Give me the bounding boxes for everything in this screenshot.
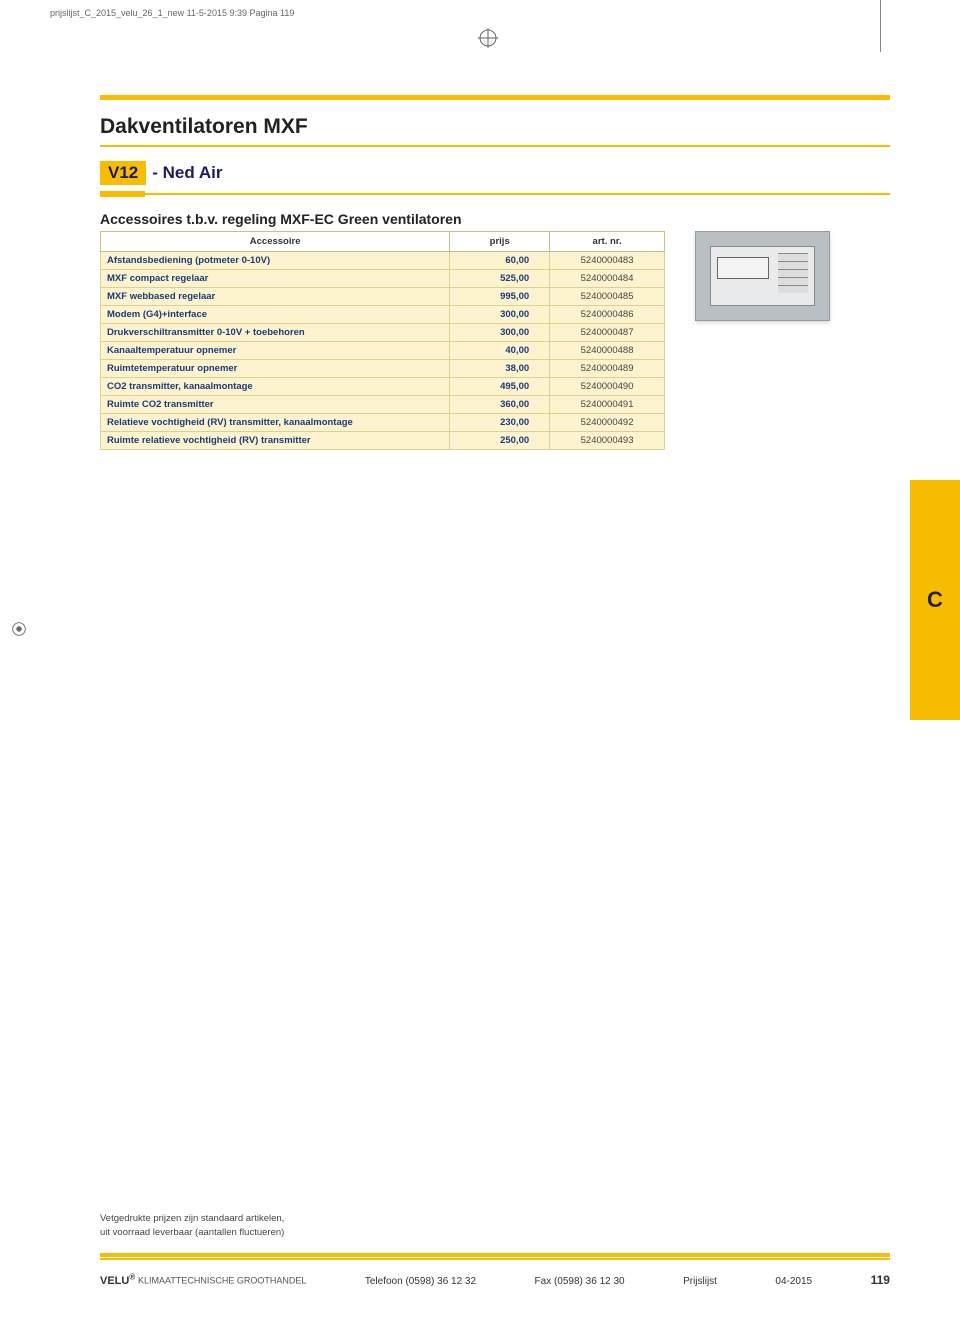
accessory-table: Accessoire prijs art. nr. Afstandsbedien… [100,231,665,450]
cell-artnr: 5240000487 [550,324,665,342]
footer-doc-date: 04-2015 [775,1276,812,1287]
footer-fax: Fax (0598) 36 12 30 [535,1276,625,1287]
table-row: MXF compact regelaar525,005240000484 [101,270,665,288]
cell-name: MXF webbased regelaar [101,288,450,306]
product-screen-icon [710,246,815,306]
header-bar [100,95,890,100]
crop-mark-icon [478,28,498,48]
print-metadata: prijslijst_C_2015_velu_26_1_new 11-5-201… [50,8,294,18]
cell-name: Ruimtetemperatuur opnemer [101,360,450,378]
cell-price: 60,00 [450,252,550,270]
page-title: Dakventilatoren MXF [100,115,890,139]
footer-bar [100,1253,890,1257]
cell-price: 525,00 [450,270,550,288]
category-code: V12 [100,161,146,185]
cell-price: 40,00 [450,342,550,360]
subtitle-text: - Ned Air [152,163,222,183]
table-row: MXF webbased regelaar995,005240000485 [101,288,665,306]
footer-phone: Telefoon (0598) 36 12 32 [365,1276,476,1287]
crop-mark-left-icon [10,620,28,641]
col-header-price: prijs [450,232,550,252]
cell-price: 300,00 [450,306,550,324]
cell-name: Ruimte relatieve vochtigheid (RV) transm… [101,432,450,450]
footer-doc-label: Prijslijst [683,1276,717,1287]
table-header-row: Accessoire prijs art. nr. [101,232,665,252]
cell-artnr: 5240000488 [550,342,665,360]
cell-price: 495,00 [450,378,550,396]
section-title: Accessoires t.b.v. regeling MXF-EC Green… [100,211,890,227]
cell-artnr: 5240000492 [550,414,665,432]
brand-name: VELU® [100,1275,135,1287]
cell-name: Drukverschiltransmitter 0-10V + toebehor… [101,324,450,342]
col-header-accessory: Accessoire [101,232,450,252]
cell-name: Modem (G4)+interface [101,306,450,324]
subtitle-row: V12 - Ned Air [100,161,890,185]
title-underline [100,145,890,147]
cell-price: 995,00 [450,288,550,306]
cell-name: Ruimte CO2 transmitter [101,396,450,414]
cell-artnr: 5240000486 [550,306,665,324]
table-row: Relatieve vochtigheid (RV) transmitter, … [101,414,665,432]
cell-name: Kanaaltemperatuur opnemer [101,342,450,360]
cell-name: Afstandsbediening (potmeter 0-10V) [101,252,450,270]
cell-artnr: 5240000489 [550,360,665,378]
section-tab: C [910,480,960,720]
footer-note: Vetgedrukte prijzen zijn standaard artik… [100,1212,284,1239]
cell-name: Relatieve vochtigheid (RV) transmitter, … [101,414,450,432]
footer-note-line1: Vetgedrukte prijzen zijn standaard artik… [100,1212,284,1225]
table-row: Afstandsbediening (potmeter 0-10V)60,005… [101,252,665,270]
cell-artnr: 5240000490 [550,378,665,396]
brand-subtitle: KLIMAATTECHNISCHE GROOTHANDEL [138,1276,306,1286]
cell-price: 230,00 [450,414,550,432]
table-row: Ruimtetemperatuur opnemer38,005240000489 [101,360,665,378]
cell-artnr: 5240000491 [550,396,665,414]
table-row: Kanaaltemperatuur opnemer40,005240000488 [101,342,665,360]
footer-note-line2: uit voorraad leverbaar (aantallen fluctu… [100,1226,284,1239]
subtitle-underline [100,193,890,195]
cell-name: MXF compact regelaar [101,270,450,288]
cell-artnr: 5240000493 [550,432,665,450]
section-tab-label: C [927,587,943,613]
crop-vline [880,0,881,52]
cell-artnr: 5240000484 [550,270,665,288]
product-image [695,231,830,321]
col-header-artnr: art. nr. [550,232,665,252]
cell-name: CO2 transmitter, kanaalmontage [101,378,450,396]
table-row: Modem (G4)+interface300,005240000486 [101,306,665,324]
table-row: Ruimte relatieve vochtigheid (RV) transm… [101,432,665,450]
footer-brand: VELU® KLIMAATTECHNISCHE GROOTHANDEL [100,1272,306,1287]
table-row: Drukverschiltransmitter 0-10V + toebehor… [101,324,665,342]
cell-artnr: 5240000483 [550,252,665,270]
footer-row: VELU® KLIMAATTECHNISCHE GROOTHANDEL Tele… [100,1272,890,1287]
table-row: CO2 transmitter, kanaalmontage495,005240… [101,378,665,396]
cell-price: 38,00 [450,360,550,378]
table-row: Ruimte CO2 transmitter360,005240000491 [101,396,665,414]
cell-price: 360,00 [450,396,550,414]
main-content: Dakventilatoren MXF V12 - Ned Air Access… [100,115,890,450]
cell-price: 250,00 [450,432,550,450]
cell-price: 300,00 [450,324,550,342]
cell-artnr: 5240000485 [550,288,665,306]
page-number: 119 [871,1273,890,1287]
